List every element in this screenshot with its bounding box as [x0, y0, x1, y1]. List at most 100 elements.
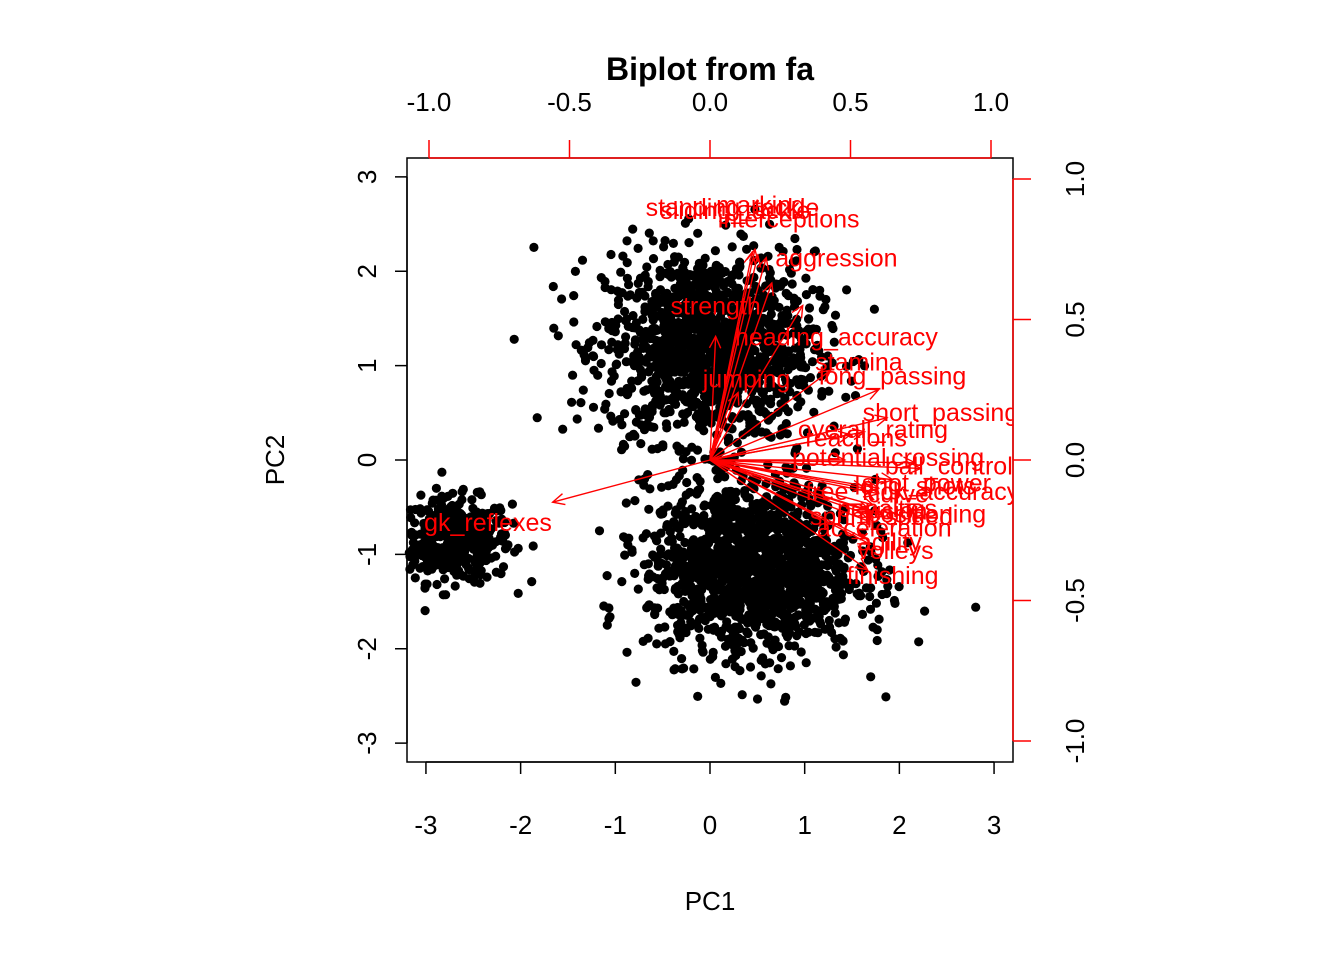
score-point — [457, 495, 467, 505]
score-point — [660, 639, 671, 649]
score-point — [752, 694, 763, 704]
score-point — [765, 658, 775, 668]
loading-arrowhead — [837, 430, 853, 443]
score-point — [734, 413, 745, 423]
score-point — [720, 587, 730, 597]
score-point — [729, 605, 739, 615]
score-point — [673, 252, 684, 262]
score-point — [747, 612, 758, 622]
score-point — [527, 577, 537, 587]
score-point — [579, 350, 589, 360]
loading-label: agility — [858, 528, 922, 556]
score-point — [740, 369, 751, 379]
score-point — [808, 285, 818, 295]
score-point — [423, 566, 433, 576]
loading-arrowhead — [551, 493, 566, 506]
score-point — [615, 414, 625, 425]
score-point — [422, 579, 432, 589]
score-point — [736, 646, 746, 657]
loading-arrowhead — [851, 479, 867, 493]
score-point — [748, 643, 758, 653]
loading-arrow — [709, 459, 893, 481]
score-point — [628, 224, 638, 234]
score-point — [676, 605, 686, 616]
score-point — [627, 322, 638, 333]
loading-arrowhead — [743, 250, 757, 265]
loading-arrowhead — [762, 281, 774, 296]
score-point — [715, 311, 726, 321]
score-point — [797, 337, 807, 348]
score-point — [714, 505, 724, 515]
score-point — [670, 664, 680, 674]
score-point — [830, 564, 841, 574]
loading-arrowhead — [865, 480, 881, 493]
score-point — [617, 577, 627, 587]
loading-arrow — [709, 282, 773, 461]
loading-arrowhead — [851, 527, 866, 540]
score-point — [780, 354, 790, 364]
chart-title: Biplot from fa — [606, 51, 814, 87]
loading-arrowhead — [859, 506, 875, 519]
score-point — [672, 379, 682, 389]
score-point — [492, 506, 502, 516]
score-point — [792, 314, 802, 324]
score-point — [729, 522, 739, 532]
score-point — [689, 535, 699, 545]
score-point — [593, 423, 604, 433]
score-point — [622, 647, 632, 657]
score-point — [748, 505, 758, 515]
score-point — [604, 345, 614, 355]
score-point — [697, 646, 708, 656]
score-point — [687, 287, 697, 297]
score-point — [804, 303, 815, 313]
score-point — [830, 310, 841, 320]
score-point — [589, 365, 599, 375]
score-point — [789, 602, 799, 612]
score-point — [727, 654, 738, 664]
score-point — [654, 623, 664, 633]
score-point — [421, 542, 431, 552]
loading-x-tick-label: -0.5 — [547, 87, 592, 117]
score-point — [680, 257, 690, 267]
loading-label-group: standing_tacklesliding_tacklemarkinginte… — [424, 191, 1019, 590]
loading-label: short_passing — [863, 399, 1019, 427]
loading-arrowhead — [851, 427, 867, 441]
score-point — [749, 241, 759, 251]
score-point — [652, 325, 662, 335]
score-point — [702, 570, 712, 580]
score-point — [777, 592, 787, 602]
score-point — [829, 602, 839, 612]
score-point — [717, 573, 727, 584]
score-point — [712, 395, 722, 405]
score-point — [653, 561, 663, 571]
score-point — [614, 349, 624, 359]
score-point — [475, 578, 485, 588]
score-point — [779, 345, 789, 356]
score-point — [822, 574, 832, 584]
score-point — [914, 637, 924, 647]
score-point — [796, 647, 806, 657]
score-point — [801, 273, 811, 283]
score-point — [456, 570, 466, 580]
score-point — [889, 595, 900, 606]
score-point — [727, 509, 737, 519]
score-point — [789, 620, 799, 630]
score-point — [841, 361, 852, 371]
score-point — [407, 527, 417, 538]
score-point — [724, 575, 734, 585]
x-axis-title: PC1 — [685, 886, 736, 916]
score-point — [627, 376, 637, 386]
score-point — [679, 351, 689, 361]
score-point — [639, 335, 649, 345]
loading-arrow — [709, 459, 879, 489]
pc2-tick-label: -2 — [352, 637, 382, 660]
score-point — [640, 306, 650, 316]
score-point — [458, 556, 468, 566]
score-point — [616, 267, 626, 277]
score-point — [769, 296, 779, 306]
score-point — [594, 526, 605, 536]
score-point — [621, 498, 631, 508]
score-point — [852, 444, 863, 454]
loading-arrowhead — [865, 485, 881, 498]
score-point — [767, 641, 777, 651]
